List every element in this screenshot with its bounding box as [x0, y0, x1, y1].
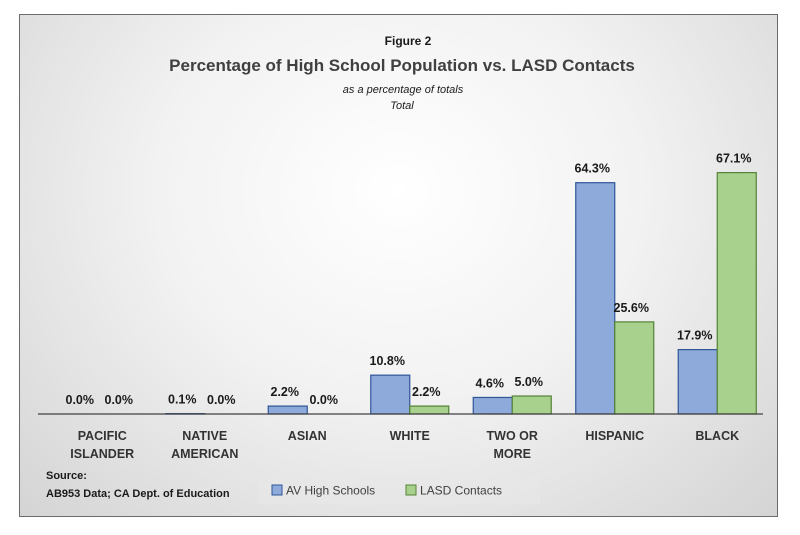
source-heading: Source:: [46, 470, 87, 482]
data-label-black-lasd-contacts: 67.1%: [716, 152, 751, 166]
bar-black-av-high-schools: [677, 349, 718, 415]
bar-asian-av-high-schools: [267, 405, 308, 415]
data-label-pacific-islander-av-high-schools: 0.0%: [66, 393, 95, 407]
chart: Figure 2 Percentage of High School Popul…: [38, 34, 763, 504]
x-tick-label-native-american-line-1: NATIVE: [182, 429, 227, 443]
x-tick-label-two-or-more-line-1: TWO OR: [487, 429, 538, 443]
data-label-native-american-av-high-schools: 0.1%: [168, 393, 197, 407]
x-tick-label-black-line-1: BLACK: [695, 429, 739, 443]
chart-frame: Figure 2 Percentage of High School Popul…: [19, 14, 778, 517]
figure-label: Figure 2: [385, 34, 432, 48]
chart-title: Percentage of High School Population vs.…: [169, 56, 635, 75]
data-label-asian-lasd-contacts: 0.0%: [310, 393, 339, 407]
x-tick-label-two-or-more-line-2: MORE: [494, 447, 532, 461]
chart-subtitle-line-1: as a percentage of totals: [343, 84, 464, 96]
bar-black-lasd-contacts: [716, 172, 757, 415]
x-tick-label-white-line-1: WHITE: [390, 429, 430, 443]
data-label-white-av-high-schools: 10.8%: [370, 354, 405, 368]
bar-two-or-more-lasd-contacts: [511, 395, 552, 415]
data-label-two-or-more-av-high-schools: 4.6%: [476, 376, 505, 390]
data-label-hispanic-lasd-contacts: 25.6%: [614, 301, 649, 315]
data-label-two-or-more-lasd-contacts: 5.0%: [515, 375, 544, 389]
legend-label-lasd-contacts: LASD Contacts: [420, 484, 502, 498]
x-tick-label-native-american-line-2: AMERICAN: [171, 447, 238, 461]
bar-two-or-more-av-high-schools: [472, 396, 513, 415]
x-tick-label-hispanic-line-1: HISPANIC: [585, 429, 644, 443]
legend-swatch-lasd-contacts: [405, 484, 417, 496]
data-label-asian-av-high-schools: 2.2%: [271, 385, 300, 399]
bar-white-av-high-schools: [370, 374, 411, 415]
legend-box: [258, 475, 540, 504]
data-label-native-american-lasd-contacts: 0.0%: [207, 393, 236, 407]
x-tick-label-pacific-islander-line-2: ISLANDER: [70, 447, 134, 461]
legend-label-av-high-schools: AV High Schools: [286, 484, 375, 498]
data-label-hispanic-av-high-schools: 64.3%: [575, 162, 610, 176]
bar-hispanic-av-high-schools: [575, 182, 616, 415]
x-tick-labels-group: PACIFIC ISLANDER NATIVE AMERICAN ASIAN WHITE T…: [70, 429, 739, 461]
x-tick-label-pacific-islander-line-1: PACIFIC: [78, 429, 127, 443]
data-label-white-lasd-contacts: 2.2%: [412, 385, 441, 399]
data-label-pacific-islander-lasd-contacts: 0.0%: [105, 393, 134, 407]
bars-group: [165, 172, 757, 415]
legend: AV High Schools LASD Contacts: [258, 475, 540, 504]
bar-hispanic-lasd-contacts: [614, 321, 655, 415]
data-label-black-av-high-schools: 17.9%: [677, 329, 712, 343]
bar-white-lasd-contacts: [409, 405, 450, 415]
data-labels-group: 0.0% 0.0% 0.1% 0.0% 2.2% 0.0% 10.8% 2.2% 4.6% 5.0…: [66, 152, 752, 407]
legend-swatch-av-high-schools: [271, 484, 283, 496]
x-tick-label-asian-line-1: ASIAN: [288, 429, 327, 443]
chart-subtitle-line-2: Total: [390, 100, 414, 112]
source-text: AB953 Data; CA Dept. of Education: [46, 488, 230, 500]
